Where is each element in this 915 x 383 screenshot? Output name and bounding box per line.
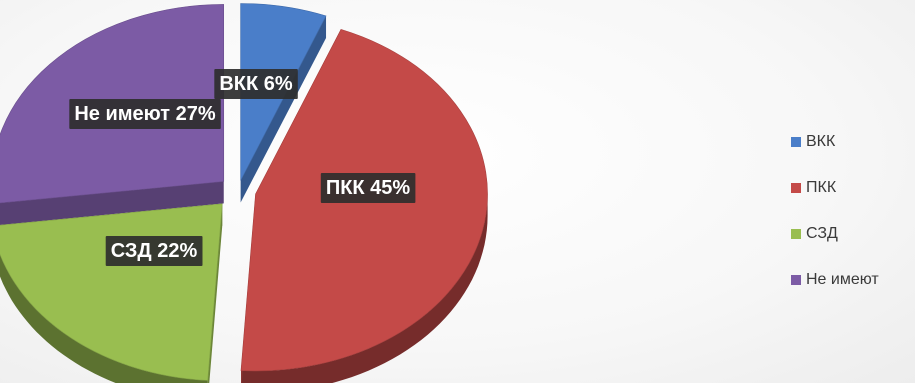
legend-item-vkk: ВКК [791,133,915,150]
data-label-vkk-text: ВКК 6% [219,73,293,95]
legend-label-szd: СЗД [806,225,838,242]
legend-label-vkk: ВКК [806,133,836,150]
pie-slice-szd [0,203,223,383]
pie-slice-szd-top [0,203,223,381]
data-label-pkk-box [320,173,416,203]
pie-slice-szd-side [0,254,208,383]
data-label-pkk-text: ПКК 45% [326,177,411,199]
pie-slice-vkk-face-1 [240,15,327,203]
legend-swatch-pkk [791,183,801,193]
data-label-pkk: ПКК 45% [320,173,416,203]
data-label-szd-text: СЗД 22% [111,240,198,262]
data-label-vkk: ВКК 6% [214,69,298,99]
legend-swatch-vkk [791,137,801,147]
data-label-szd-box [105,236,203,266]
legend-label-ne-imeyut: Не имеют [806,271,879,288]
legend-item-ne-imeyut: Не имеют [791,271,915,288]
legend-swatch-ne-imeyut [791,275,801,285]
data-label-vkk-box [214,69,298,99]
pie-slice-ne-imeyut-face-0 [0,181,224,225]
legend-item-szd: СЗД [791,225,915,242]
data-label-ne-imeyut-text: Не имеют 27% [74,103,216,125]
pie-slice-pkk-side [241,194,488,383]
data-label-ne-imeyut: Не имеют 27% [69,99,221,129]
data-labels: ВКК 6% ПКК 45% СЗД 22% Не имеют 27% [69,69,416,266]
data-label-ne-imeyut-box [69,99,221,129]
data-label-szd: СЗД 22% [105,236,203,266]
legend: ВКК ПКК СЗД Не имеют [791,133,915,318]
legend-swatch-szd [791,229,801,239]
legend-label-pkk: ПКК [806,179,837,196]
legend-item-pkk: ПКК [791,179,915,196]
